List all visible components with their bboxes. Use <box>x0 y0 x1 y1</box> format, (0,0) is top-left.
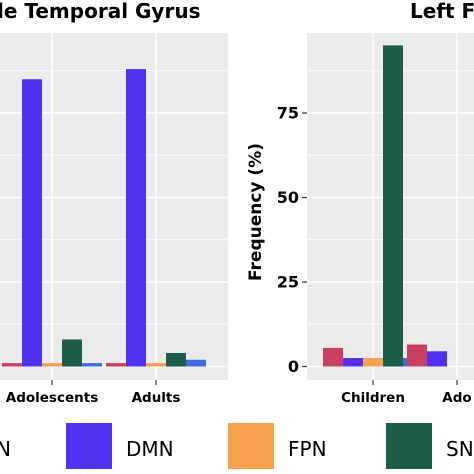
left-x-tick-label: Adults <box>132 390 181 406</box>
legend-swatch-dmn <box>66 423 112 469</box>
legend-label-dmn: DMN <box>126 437 174 461</box>
legend-label-sn: SN <box>446 437 474 461</box>
left-chart-title: le Temporal Gyrus <box>0 0 200 23</box>
left-bar-n <box>106 363 126 367</box>
legend-label-n: N <box>0 437 11 461</box>
axis-layer: Adolescents Adults Children Ado 0 25 50 75 <box>6 104 472 407</box>
legend-label-fpn: FPN <box>288 437 327 461</box>
right-y-tick-label: 25 <box>277 273 299 292</box>
right-x-tick-label: Ado <box>442 390 471 406</box>
legend-swatch-fpn <box>228 423 274 469</box>
left-bar-fpn <box>42 363 62 367</box>
right-y-tick-label: 0 <box>288 357 299 376</box>
left-x-tick-label: Adolescents <box>6 390 98 406</box>
left-bar-dmn <box>126 69 146 367</box>
right-bar-dmn <box>343 358 363 367</box>
right-x-tick-label: Children <box>341 390 405 406</box>
left-bar-series5 <box>82 363 102 367</box>
left-bar-series5 <box>186 359 206 367</box>
right-bar-fpn <box>363 358 383 367</box>
left-bar-dmn <box>22 79 42 367</box>
legend: N DMN FPN SN <box>0 423 474 469</box>
left-bar-fpn <box>146 363 166 367</box>
right-y-tick-label: 75 <box>277 104 299 123</box>
right-chart-title: Left F <box>410 0 474 23</box>
left-bar-sn <box>62 339 82 367</box>
left-bar-sn <box>166 352 186 367</box>
right-y-tick-label: 50 <box>277 188 299 207</box>
right-bar-sn <box>383 45 403 367</box>
legend-swatch-sn <box>386 423 432 469</box>
left-bar-n <box>2 363 22 367</box>
right-y-axis-label: Frequency (%) <box>246 143 266 281</box>
right-bar-n <box>323 347 343 367</box>
right-bar-dmn <box>427 351 447 367</box>
bar-layer <box>2 45 447 367</box>
right-bar-n <box>407 344 427 367</box>
